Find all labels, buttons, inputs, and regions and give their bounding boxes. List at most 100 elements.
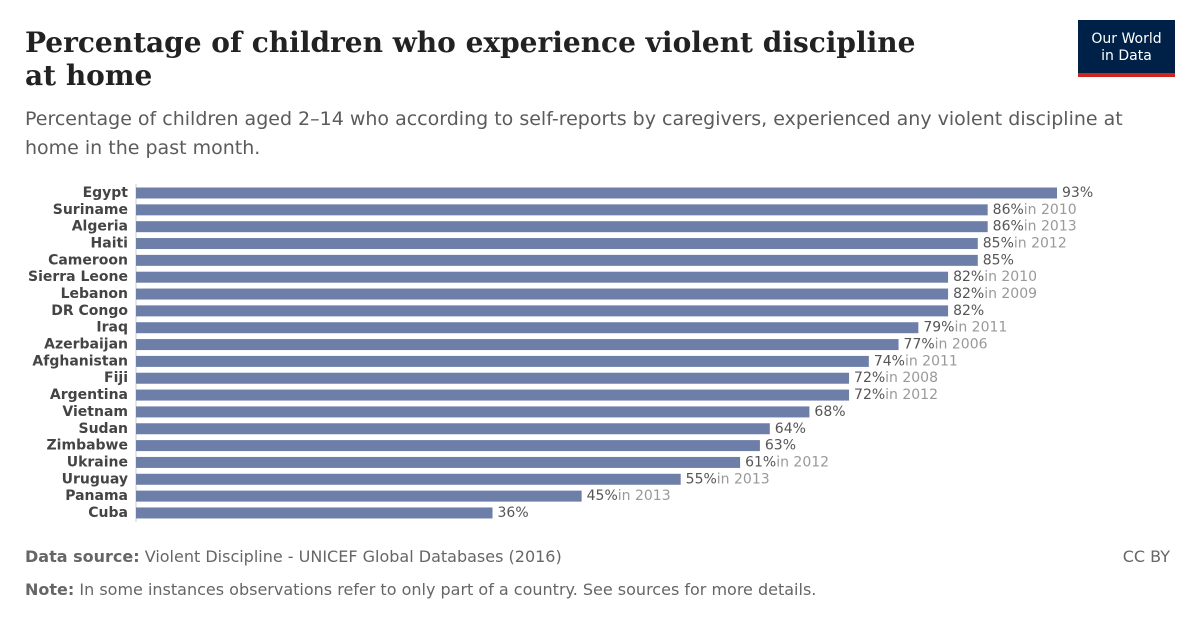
y-tick-label: Zimbabwe (47, 438, 128, 454)
source-label: Data source: (25, 547, 140, 566)
y-tick-label: Panama (65, 488, 128, 504)
source: Data source: Violent Discipline - UNICEF… (25, 547, 562, 566)
year-note: in 2012 (1014, 236, 1067, 252)
value-label: 64% (775, 421, 806, 437)
bar (136, 389, 850, 401)
chart-title: Percentage of children who experience vi… (25, 26, 916, 92)
logo[interactable]: Our World in Data (1078, 20, 1175, 77)
year-note: in 2011 (905, 353, 958, 369)
y-tick-label: Uruguay (62, 471, 128, 487)
logo-line: Our World (1091, 31, 1162, 47)
value-label: 79%in 2011 (923, 320, 1007, 336)
bar (136, 490, 582, 502)
year-note: in 2012 (776, 454, 829, 470)
value-label: 72%in 2012 (854, 387, 938, 403)
y-tick-label: Afghanistan (32, 353, 128, 369)
value-label: 85% (983, 252, 1014, 268)
value-label: 86%in 2010 (993, 202, 1077, 218)
note-label: Note: (25, 580, 75, 599)
value-label: 72%in 2008 (854, 370, 938, 386)
y-tick-label: Lebanon (61, 286, 128, 302)
value-label: 86%in 2013 (993, 219, 1077, 235)
y-tick-label: Suriname (53, 202, 128, 218)
source-text: Violent Discipline - UNICEF Global Datab… (144, 547, 562, 566)
value-text: 68% (814, 404, 845, 420)
value-text: 77% (904, 337, 935, 353)
value-text: 72% (854, 370, 885, 386)
value-text: 82% (953, 303, 984, 319)
y-tick-label: DR Congo (51, 303, 128, 319)
value-text: 86% (993, 202, 1024, 218)
value-text: 85% (983, 252, 1014, 268)
bar (136, 221, 988, 233)
y-tick-label: Vietnam (62, 404, 128, 420)
y-tick-label: Sierra Leone (28, 269, 128, 285)
value-label: 45%in 2013 (587, 488, 671, 504)
note-text: In some instances observations refer to … (79, 580, 817, 599)
bar (136, 322, 919, 334)
bar (136, 507, 493, 519)
y-tick-label: Argentina (50, 387, 128, 403)
y-tick-label: Sudan (79, 421, 129, 437)
y-tick-label: Iraq (96, 320, 128, 336)
bar (136, 288, 949, 300)
y-tick-label: Azerbaijan (44, 337, 128, 353)
year-note: in 2009 (984, 286, 1037, 302)
value-text: 85% (983, 236, 1014, 252)
note: Note: In some instances observations ref… (25, 580, 816, 599)
value-text: 74% (874, 353, 905, 369)
year-note: in 2011 (954, 320, 1007, 336)
value-text: 63% (765, 438, 796, 454)
value-text: 61% (745, 454, 776, 470)
bar (136, 204, 988, 216)
year-note: in 2013 (717, 471, 770, 487)
value-text: 55% (686, 471, 717, 487)
value-label: 82%in 2010 (953, 269, 1037, 285)
year-note: in 2013 (618, 488, 671, 504)
year-note: in 2013 (1024, 219, 1077, 235)
bar (136, 372, 850, 384)
value-text: 79% (923, 320, 954, 336)
y-tick-label: Cameroon (48, 252, 128, 268)
bar (136, 254, 978, 266)
y-tick-label: Egypt (83, 185, 129, 201)
year-note: in 2006 (935, 337, 988, 353)
y-tick-label: Algeria (72, 219, 128, 235)
bar (136, 473, 681, 485)
bar (136, 271, 949, 283)
bar (136, 456, 741, 468)
value-text: 82% (953, 286, 984, 302)
bar (136, 187, 1057, 199)
value-text: 82% (953, 269, 984, 285)
year-note: in 2012 (885, 387, 938, 403)
value-text: 93% (1062, 185, 1093, 201)
bar (136, 305, 949, 317)
chart-subtitle: Percentage of children aged 2–14 who acc… (25, 108, 1123, 159)
year-note: in 2010 (984, 269, 1037, 285)
value-label: 93% (1062, 185, 1093, 201)
y-tick-label: Ukraine (67, 454, 128, 470)
year-note: in 2010 (1024, 202, 1077, 218)
value-label: 82% (953, 303, 984, 319)
year-note: in 2008 (885, 370, 938, 386)
y-tick-label: Haiti (91, 236, 128, 252)
value-label: 82%in 2009 (953, 286, 1037, 302)
y-tick-label: Fiji (104, 370, 128, 386)
logo-line: in Data (1101, 48, 1152, 64)
value-text: 45% (587, 488, 618, 504)
value-label: 63% (765, 438, 796, 454)
y-tick-label: Cuba (88, 505, 128, 521)
value-text: 86% (993, 219, 1024, 235)
bar (136, 339, 899, 351)
license: CC BY (1122, 547, 1170, 566)
bar (136, 423, 770, 435)
bar (136, 355, 869, 367)
bar (136, 440, 760, 452)
bar (136, 406, 810, 418)
value-label: 77%in 2006 (904, 337, 988, 353)
value-label: 85%in 2012 (983, 236, 1067, 252)
value-label: 36% (498, 505, 529, 521)
value-label: 74%in 2011 (874, 353, 958, 369)
